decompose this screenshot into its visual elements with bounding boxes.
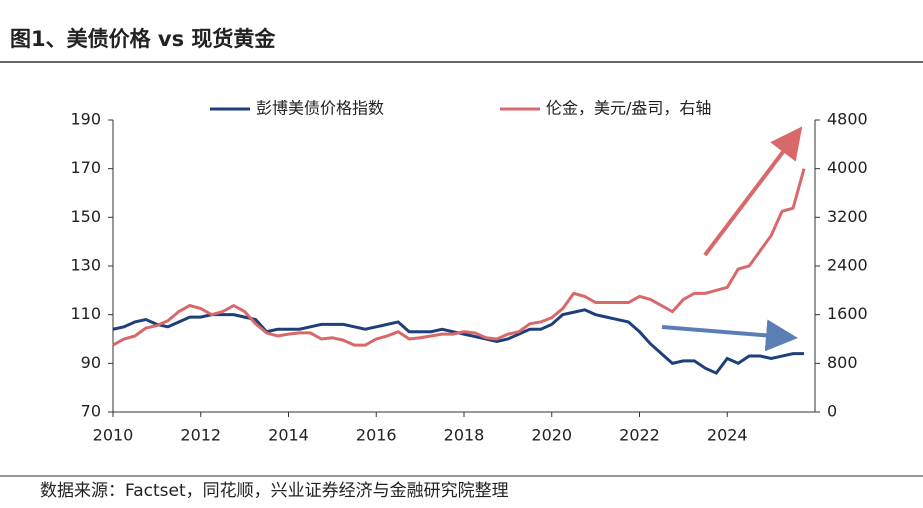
y-tick-label: 130 <box>70 256 101 275</box>
y2-tick-label: 4000 <box>827 158 868 177</box>
trend-arrow <box>661 319 798 352</box>
x-tick-label: 2024 <box>707 426 748 445</box>
x-tick-label: 2022 <box>619 426 660 445</box>
y-tick-label: 90 <box>81 353 101 372</box>
y2-tick-label: 2400 <box>827 256 868 275</box>
y2-tick-label: 3200 <box>827 207 868 226</box>
y-tick-label: 190 <box>70 110 101 129</box>
x-tick-label: 2012 <box>180 426 221 445</box>
data-line <box>112 308 805 375</box>
x-tick-label: 2020 <box>531 426 572 445</box>
y-tick-label: 150 <box>70 207 101 226</box>
data-line <box>112 168 806 347</box>
legend-label: 彭博美债价格指数 <box>256 99 384 118</box>
y2-tick-label: 4800 <box>827 110 868 129</box>
y-tick-label: 70 <box>81 402 101 421</box>
x-tick-label: 2018 <box>444 426 485 445</box>
y2-tick-label: 0 <box>827 402 837 421</box>
y-tick-label: 110 <box>70 304 101 323</box>
x-tick-label: 2016 <box>356 426 397 445</box>
x-tick-label: 2010 <box>93 426 134 445</box>
y2-tick-label: 1600 <box>827 304 868 323</box>
y2-tick-label: 800 <box>827 353 858 372</box>
y-tick-label: 170 <box>70 158 101 177</box>
page-title: 图1、美债价格 vs 现货黄金 <box>10 27 276 51</box>
source-note: 数据来源：Factset，同花顺，兴业证券经济与金融研究院整理 <box>40 481 509 501</box>
trend-arrow <box>703 126 803 257</box>
x-tick-label: 2014 <box>268 426 309 445</box>
legend-label: 伦金，美元/盎司，右轴 <box>546 99 711 118</box>
